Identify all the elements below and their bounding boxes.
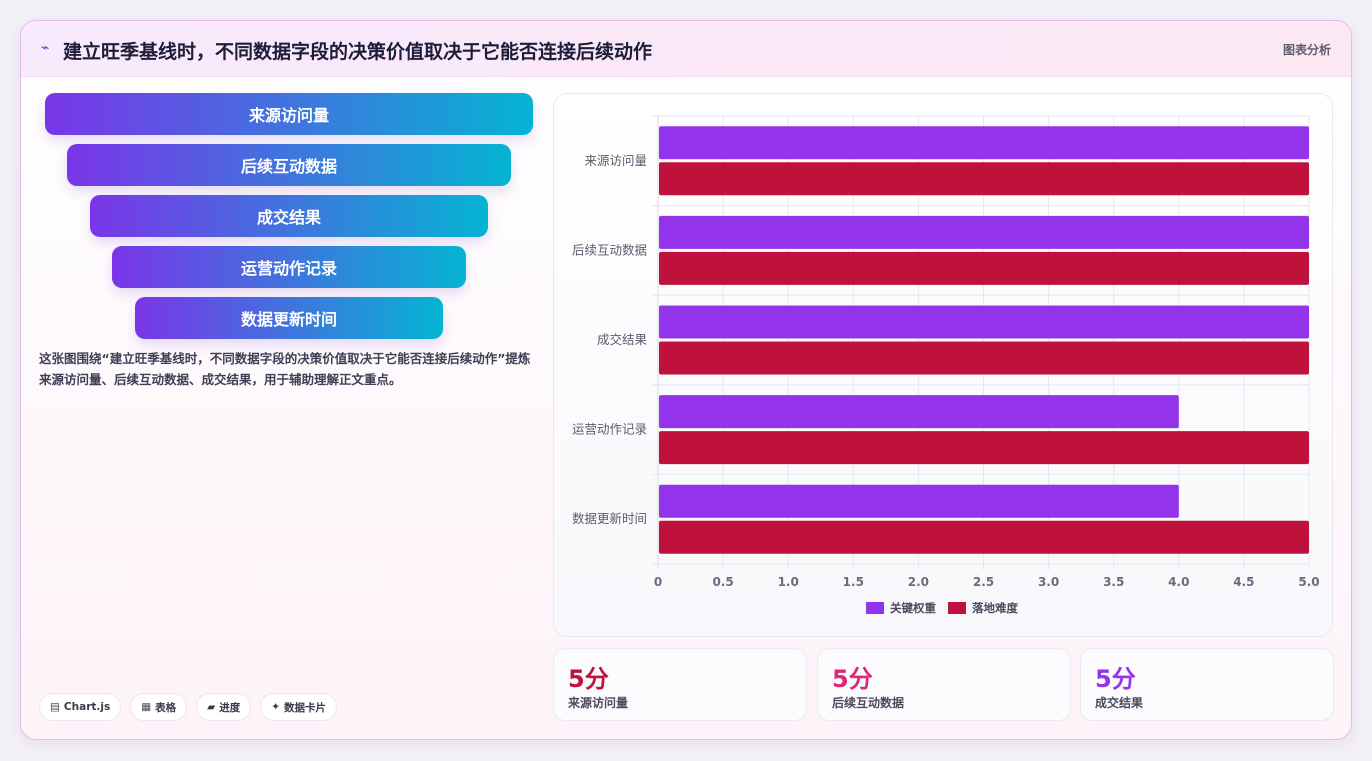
- legend-swatch: [866, 602, 884, 614]
- chart-analysis-tag: 图表分析: [1282, 43, 1331, 57]
- x-tick-label: 2.0: [908, 575, 929, 589]
- x-tick-label: 0: [654, 575, 662, 589]
- stat-card-1: 5分 来源访问量: [553, 648, 807, 721]
- funnel-item-5: 数据更新时间: [135, 297, 443, 339]
- spark-icon: ⌁: [41, 40, 50, 56]
- stat-label: 来源访问量: [568, 696, 629, 710]
- stat-value: 5分: [568, 665, 609, 693]
- bar: [659, 395, 1179, 429]
- x-tick-label: 3.5: [1103, 575, 1124, 589]
- y-tick-label: 数据更新时间: [572, 511, 647, 526]
- bar: [659, 162, 1309, 196]
- legend-label: 关键权重: [890, 601, 936, 615]
- chip-label: 进度: [219, 701, 241, 714]
- x-tick-label: 2.5: [973, 575, 994, 589]
- x-tick-label: 0.5: [712, 575, 733, 589]
- funnel-item-1: 来源访问量: [45, 93, 533, 135]
- header: ⌁ 建立旺季基线时，不同数据字段的决策价值取决于它能否连接后续动作 图表分析: [21, 21, 1351, 77]
- y-tick-label: 后续互动数据: [572, 242, 647, 257]
- bar: [659, 431, 1309, 465]
- chip-label: 数据卡片: [284, 701, 327, 714]
- x-tick-label: 1.5: [843, 575, 864, 589]
- stat-card-2: 5分 后续互动数据: [817, 648, 1071, 721]
- bar-chart: 0 0.5 1.0 1.5 2.0 2.5 3.0 3.5 4.0 4.5 5.0 来源访问量后续互动…: [572, 115, 1320, 615]
- progress-icon: ▰: [207, 701, 216, 713]
- bar: [659, 251, 1309, 285]
- funnel-item-3: 成交结果: [90, 195, 488, 237]
- stat-label: 成交结果: [1095, 696, 1144, 710]
- legend-label: 落地难度: [972, 601, 1018, 615]
- y-tick-label: 运营动作记录: [572, 422, 647, 437]
- chart-icon: ▤: [50, 701, 60, 713]
- x-tick-label: 4.0: [1168, 575, 1189, 589]
- bar: [659, 520, 1309, 554]
- funnel-item-2: 后续互动数据: [67, 144, 511, 186]
- stat-card-3: 5分 成交结果: [1080, 648, 1334, 721]
- stat-value: 5分: [1095, 665, 1136, 693]
- funnel-item-4: 运营动作记录: [112, 246, 466, 288]
- x-tick-label: 3.0: [1038, 575, 1059, 589]
- legend-swatch: [948, 602, 966, 614]
- bar: [659, 215, 1309, 249]
- stat-value: 5分: [832, 665, 873, 693]
- chip-row: ▤ Chart.js ▦ 表格 ▰ 进度 ✦ 数据卡片: [39, 693, 338, 721]
- x-tick-label: 5.0: [1298, 575, 1319, 589]
- bar: [659, 341, 1309, 375]
- card-icon: ✦: [271, 701, 281, 713]
- page-title: 建立旺季基线时，不同数据字段的决策价值取决于它能否连接后续动作: [63, 41, 653, 63]
- chart-panel: 0 0.5 1.0 1.5 2.0 2.5 3.0 3.5 4.0 4.5 5.0 来源访问量后续互动…: [553, 93, 1333, 637]
- stat-label: 后续互动数据: [832, 696, 905, 710]
- chip-table[interactable]: ▦ 表格: [130, 693, 188, 721]
- description: 这张图围绕“建立旺季基线时，不同数据字段的决策价值取决于它能否连接后续动作”提炼…: [39, 351, 531, 387]
- chip-label: 表格: [155, 701, 177, 714]
- y-tick-label: 成交结果: [597, 332, 648, 347]
- bar: [659, 484, 1179, 518]
- chip-progress[interactable]: ▰ 进度: [196, 693, 252, 721]
- chip-chartjs[interactable]: ▤ Chart.js: [39, 693, 122, 721]
- y-tick-label: 来源访问量: [584, 153, 647, 168]
- table-icon: ▦: [141, 701, 152, 713]
- chip-label: Chart.js: [63, 701, 111, 713]
- chip-data-card[interactable]: ✦ 数据卡片: [260, 693, 338, 721]
- x-tick-label: 1.0: [778, 575, 799, 589]
- bar: [659, 126, 1309, 160]
- x-tick-label: 4.5: [1233, 575, 1254, 589]
- main-card: ⌁ 建立旺季基线时，不同数据字段的决策价值取决于它能否连接后续动作 图表分析 来…: [20, 20, 1352, 740]
- bar: [659, 305, 1309, 339]
